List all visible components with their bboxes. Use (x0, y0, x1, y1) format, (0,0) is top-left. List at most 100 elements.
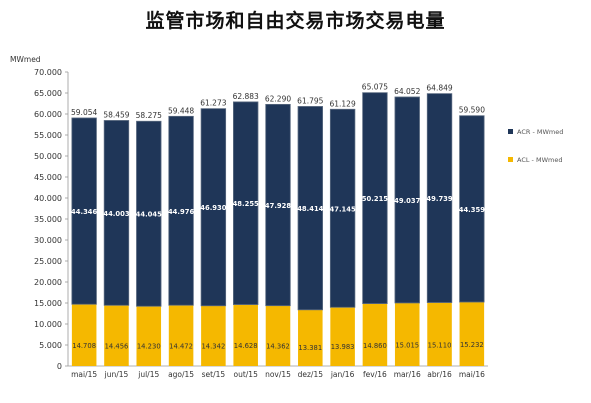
bar-acr (329, 108, 356, 308)
total-data-label: 58.275 (136, 111, 162, 120)
bar-acl (233, 304, 258, 366)
x-tick-label: jun/15 (104, 370, 129, 379)
total-data-label: 59.448 (168, 106, 194, 115)
bar-acr (200, 108, 227, 307)
y-tick-label: 40.000 (34, 194, 62, 203)
acl-data-label: 15.110 (428, 341, 452, 349)
legend-swatch (508, 157, 513, 162)
x-tick-label: fev/16 (363, 370, 387, 379)
total-data-label: 61.273 (200, 99, 226, 108)
acr-data-label: 44.346 (71, 208, 97, 216)
x-tick-label: dez/15 (298, 370, 324, 379)
y-tick-label: 20.000 (34, 278, 62, 287)
legend-label: ACL - MWmed (517, 156, 562, 164)
acr-data-label: 44.359 (459, 206, 485, 214)
acl-data-label: 14.628 (234, 342, 258, 350)
legend: ACR - MWmed ACL - MWmed (508, 128, 563, 164)
acl-data-label: 15.015 (395, 342, 419, 350)
y-tick-label: 30.000 (34, 236, 62, 245)
total-data-label: 64.052 (394, 87, 420, 96)
bar-acl (201, 305, 226, 366)
bar-acl (71, 304, 97, 366)
x-tick-label: abr/16 (427, 370, 452, 379)
y-tick-label: 65.000 (34, 89, 62, 98)
acr-data-label: 47.928 (265, 202, 291, 210)
x-tick-label: ago/15 (168, 370, 194, 379)
y-tick-group: 0 5.000 10.000 15.000 20.000 25.000 30.000 35.0… (34, 68, 68, 371)
bar-acr (459, 115, 485, 303)
y-tick-label: 25.000 (34, 257, 62, 266)
bar-acl (362, 303, 388, 366)
bar-acr (297, 106, 323, 311)
acl-data-label: 14.472 (169, 342, 193, 350)
total-data-label: 61.795 (297, 96, 323, 105)
x-tick-label: jul/15 (137, 370, 159, 379)
total-data-label: 65.075 (362, 83, 388, 92)
acr-data-label: 47.145 (329, 205, 355, 213)
y-tick-label: 70.000 (34, 68, 62, 77)
x-tick-label: mar/16 (394, 370, 421, 379)
y-tick-label: 45.000 (34, 173, 62, 182)
bar-acr (394, 96, 420, 304)
y-axis-unit-label: MWmed (10, 55, 41, 64)
x-tick-label: nov/15 (265, 370, 291, 379)
bar-acl (265, 305, 291, 366)
acr-data-label: 48.255 (233, 200, 259, 208)
bar-acr (168, 115, 194, 306)
acl-data-label: 14.456 (105, 342, 129, 350)
y-tick-label: 5.000 (39, 341, 62, 350)
bar-acl (104, 305, 129, 366)
bar-group: 59.054 44.346 14.708 58.459 44.003 14.456 58.2… (71, 83, 485, 366)
acr-data-label: 44.003 (103, 210, 129, 218)
acl-data-label: 15.232 (460, 341, 484, 349)
total-data-label: 62.883 (233, 92, 259, 101)
acr-data-label: 44.045 (136, 211, 162, 219)
bar-acl (459, 302, 485, 366)
acl-data-label: 14.362 (266, 342, 290, 350)
bar-acl (298, 309, 323, 366)
acl-data-label: 13.983 (331, 343, 355, 351)
acr-data-label: 49.739 (426, 195, 452, 203)
acr-data-label: 50.215 (362, 195, 388, 203)
acl-data-label: 14.342 (201, 343, 225, 351)
bar-acr (136, 120, 162, 307)
bar-acr (103, 120, 130, 306)
bar-acr (426, 93, 453, 303)
acr-data-label: 49.037 (394, 197, 420, 205)
x-tick-label: mai/16 (459, 370, 485, 379)
bar-acl (168, 305, 194, 366)
total-data-label: 64.849 (426, 84, 452, 93)
y-tick-label: 55.000 (34, 131, 62, 140)
bar-acl (136, 306, 162, 366)
y-tick-label: 60.000 (34, 110, 62, 119)
bar-acr (71, 117, 97, 305)
acr-data-label: 46.930 (200, 204, 226, 212)
total-data-label: 59.054 (71, 108, 97, 117)
y-tick-label: 15.000 (34, 299, 62, 308)
y-tick-label: 10.000 (34, 320, 62, 329)
bar-acl (427, 302, 452, 366)
x-tick-group: mai/15 jun/15 jul/15 ago/15 set/15 out/15 nov/… (71, 370, 485, 379)
bar-acr (265, 103, 291, 307)
bar-acl (330, 307, 355, 366)
total-data-label: 61.129 (329, 99, 355, 108)
x-tick-label: jan/16 (330, 370, 355, 379)
bar-acr (362, 92, 388, 304)
y-tick-label: 0 (57, 362, 62, 371)
x-tick-label: mai/15 (71, 370, 97, 379)
total-data-label: 62.290 (265, 94, 291, 103)
y-tick-label: 50.000 (34, 152, 62, 161)
total-data-label: 59.590 (459, 106, 485, 115)
x-tick-label: out/15 (234, 370, 259, 379)
legend-label: ACR - MWmed (517, 128, 563, 136)
legend-swatch (508, 129, 513, 134)
total-data-label: 58.459 (103, 110, 129, 119)
acl-data-label: 13.381 (298, 344, 322, 352)
y-tick-label: 35.000 (34, 215, 62, 224)
acr-data-label: 48.414 (297, 205, 323, 213)
bar-acl (394, 302, 420, 366)
acr-data-label: 44.976 (168, 208, 194, 216)
x-tick-label: set/15 (202, 370, 226, 379)
chart-title: 监管市场和自由交易市场交易电量 (145, 10, 446, 32)
